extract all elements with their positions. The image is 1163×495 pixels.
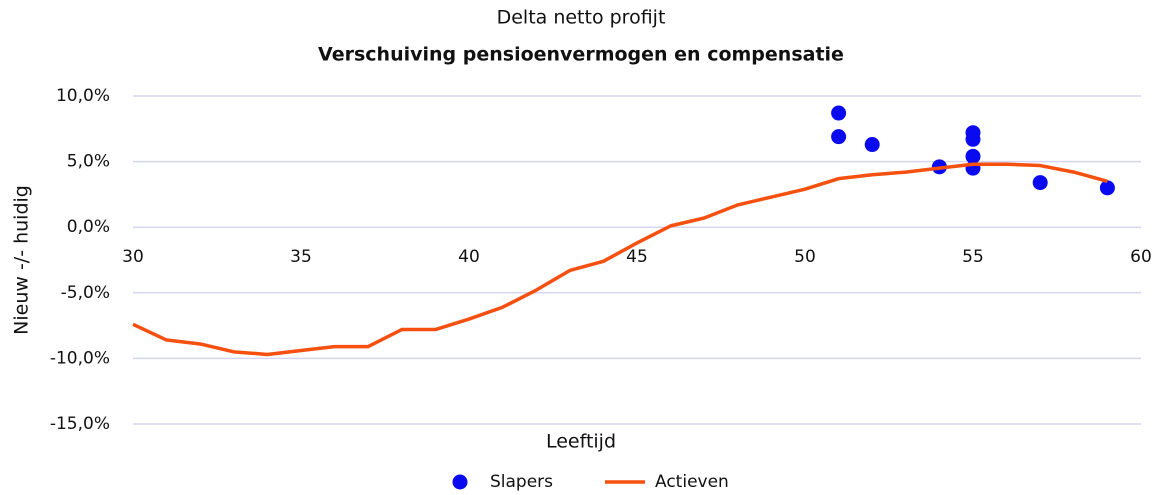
legend-label: Slapers — [490, 472, 553, 492]
scatter-point — [864, 137, 880, 153]
y-tick-label: -15,0% — [50, 414, 110, 434]
x-tick-label: 40 — [458, 247, 480, 267]
scatter-point — [831, 129, 847, 145]
x-axis-label: Leeftijd — [546, 431, 616, 453]
scatter-point — [1032, 175, 1048, 191]
y-tick-label: 10,0% — [56, 86, 110, 106]
chart-title: Delta netto profijt — [497, 7, 666, 29]
scatter-point — [831, 105, 847, 121]
chart-subtitle: Verschuiving pensioenvermogen en compens… — [318, 44, 844, 66]
x-tick-label: 30 — [122, 247, 144, 267]
legend-marker — [452, 474, 468, 490]
x-tick-label: 55 — [962, 247, 984, 267]
y-tick-label: 0,0% — [67, 217, 110, 237]
x-tick-label: 35 — [290, 247, 312, 267]
line-series — [132, 162, 1108, 357]
scatter-point — [965, 148, 981, 164]
y-tick-label: -5,0% — [61, 283, 110, 303]
y-tick-label: 5,0% — [67, 152, 110, 172]
x-tick-label: 45 — [626, 247, 648, 267]
scatter-point — [965, 131, 981, 147]
legend-label: Actieven — [655, 472, 729, 492]
x-tick-label: 60 — [1130, 247, 1152, 267]
scatter-point — [1099, 180, 1115, 196]
y-tick-label: -10,0% — [50, 348, 110, 368]
x-tick-label: 50 — [794, 247, 816, 267]
y-axis-label: Nieuw -/- huidig — [11, 185, 33, 335]
